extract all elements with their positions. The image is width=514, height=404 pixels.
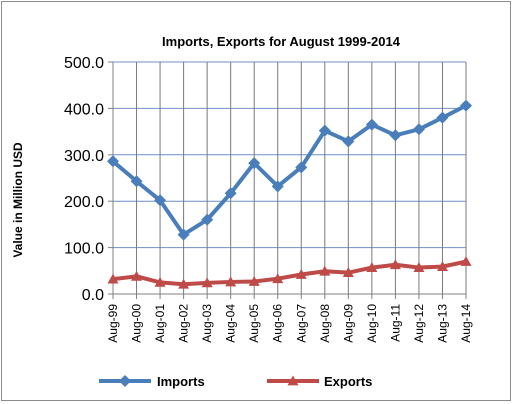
exports-point [131, 270, 143, 281]
x-tick-label: Aug-02 [177, 304, 191, 343]
y-tick-labels: 0.0 100.0 200.0 300.0 400.0 500.0 [64, 55, 104, 304]
imports-point [177, 228, 190, 241]
imports-point [224, 187, 237, 200]
exports-point [154, 276, 166, 287]
legend: Imports Exports [99, 374, 372, 389]
legend-exports: Exports [267, 374, 372, 389]
imports-point [107, 155, 119, 168]
imports-point [342, 135, 355, 148]
legend-exports-label: Exports [324, 374, 372, 389]
y-tick-label: 0.0 [82, 287, 104, 304]
exports-point [413, 262, 425, 272]
x-tick-label: Aug-14 [459, 304, 473, 343]
imports-point [318, 124, 331, 137]
exports-point [178, 278, 190, 289]
y-tick-label: 100.0 [64, 241, 104, 258]
x-tick-label: Aug-04 [224, 304, 238, 343]
x-tick-label: Aug-11 [388, 304, 402, 342]
exports-point [366, 262, 378, 272]
imports-point [295, 161, 308, 174]
y-tick-label: 300.0 [64, 148, 104, 165]
legend-imports-marker [119, 375, 131, 387]
exports-point [225, 276, 237, 287]
exports-point [319, 265, 331, 276]
imports-point [365, 118, 378, 131]
axes [108, 61, 467, 299]
exports-point [342, 267, 354, 278]
chart-title: Imports, Exports for August 1999-2014 [162, 34, 401, 49]
gridlines [113, 61, 467, 294]
x-tick-label: Aug-07 [294, 304, 308, 343]
exports-point [460, 256, 472, 266]
x-tick-label: Aug-06 [271, 304, 285, 343]
exports-point [295, 269, 307, 279]
x-tick-label: Aug-12 [412, 304, 426, 343]
imports-point [248, 157, 261, 170]
exports-line [112, 259, 467, 287]
exports-point [436, 261, 448, 272]
exports-point [107, 273, 119, 284]
imports-point [130, 175, 143, 188]
x-tick-label: Aug-99 [106, 304, 120, 343]
imports-point [460, 99, 472, 112]
exports-point [389, 259, 401, 270]
x-tick-label: Aug-08 [318, 304, 332, 343]
exports-point [272, 273, 284, 284]
x-tick-label: Aug-05 [247, 304, 261, 343]
imports-point [271, 180, 284, 193]
imports-point [389, 129, 402, 142]
x-tick-labels: Aug-99 Aug-00 Aug-01 Aug-02 Aug-03 Aug-04 Aug-… [106, 304, 473, 343]
y-tick-label: 200.0 [64, 194, 104, 211]
x-tick-label: Aug-10 [365, 304, 379, 343]
imports-point [436, 111, 449, 124]
legend-exports-marker [287, 375, 299, 386]
imports-point [412, 123, 425, 136]
imports-point [154, 194, 167, 207]
exports-point [248, 275, 260, 286]
series-group [107, 99, 472, 289]
exports-series [107, 256, 472, 289]
x-tick-label: Aug-13 [435, 304, 449, 343]
imports-point [201, 213, 214, 226]
imports-line [111, 103, 467, 237]
x-tick-label: Aug-01 [153, 304, 167, 343]
exports-point [201, 277, 213, 288]
y-tick-label: 400.0 [64, 101, 104, 118]
x-tick-label: Aug-09 [341, 304, 355, 343]
x-tick-label: Aug-03 [200, 304, 214, 343]
y-tick-label: 500.0 [64, 55, 104, 72]
y-axis-label: Value in Million USD [11, 142, 25, 258]
legend-imports-label: Imports [157, 374, 205, 389]
x-tick-label: Aug-00 [130, 304, 144, 343]
imports-series [107, 99, 472, 241]
legend-imports: Imports [99, 374, 205, 389]
